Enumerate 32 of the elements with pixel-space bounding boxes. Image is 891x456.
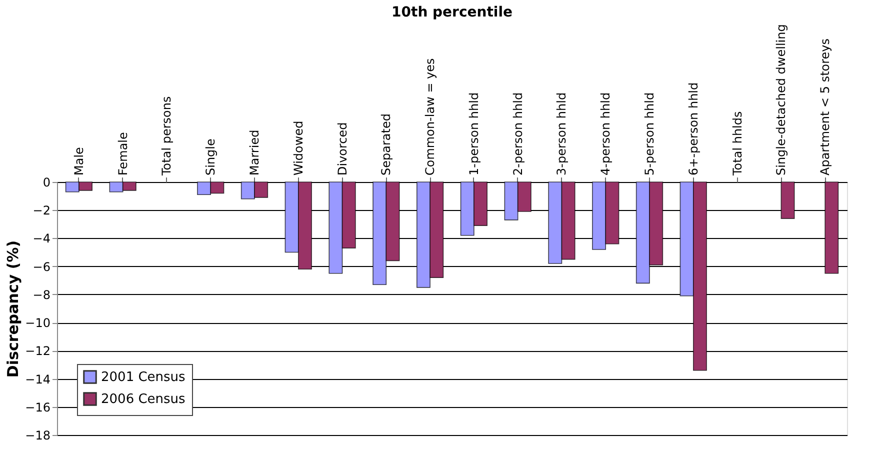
y-tick-label: −10 [25,316,50,330]
x-tick-label: 6+-person hhld [686,82,700,176]
x-tick-label: Widowed [291,120,306,176]
y-tick-label: −14 [25,372,50,386]
x-tick-label: Common-law = yes [423,58,438,176]
x-tick-label: Single [204,138,218,176]
x-tick-label: Married [248,130,262,176]
x-tick-label: Male [72,147,86,176]
y-tick-label: −4 [32,232,50,246]
x-tick-label: 3-person hhld [554,92,569,176]
x-tick-label: 1-person hhld [466,92,481,176]
legend-label: 2001 Census [101,370,186,385]
y-tick-label: −6 [32,260,50,274]
y-tick-label: −2 [32,204,50,218]
x-tick-label: 5-person hhld [642,92,656,176]
x-tick-label: 2-person hhld [510,92,525,176]
y-axis-title: Discrepancy (%) [4,240,22,378]
y-tick-label: −8 [32,288,50,302]
legend-label: 2006 Census [101,392,186,407]
x-tick-label: Single-detached dwelling [774,24,788,176]
x-tick-label: 4-person hhld [598,92,613,176]
y-tick-label: −12 [25,344,50,358]
chart-title: 10th percentile [392,4,512,21]
y-tick-label: −16 [25,400,50,414]
x-tick-label: Total hhlds [730,111,744,176]
y-tick-label: 0 [42,176,50,190]
x-tick-label: Female [116,132,130,176]
x-tick-label: Total persons [160,96,174,176]
x-tick-label: Apartment < 5 storeys [818,38,832,176]
y-tick-label: −18 [25,428,50,442]
x-tick-label: Divorced [335,122,350,176]
x-tick-label: Separated [379,114,394,176]
